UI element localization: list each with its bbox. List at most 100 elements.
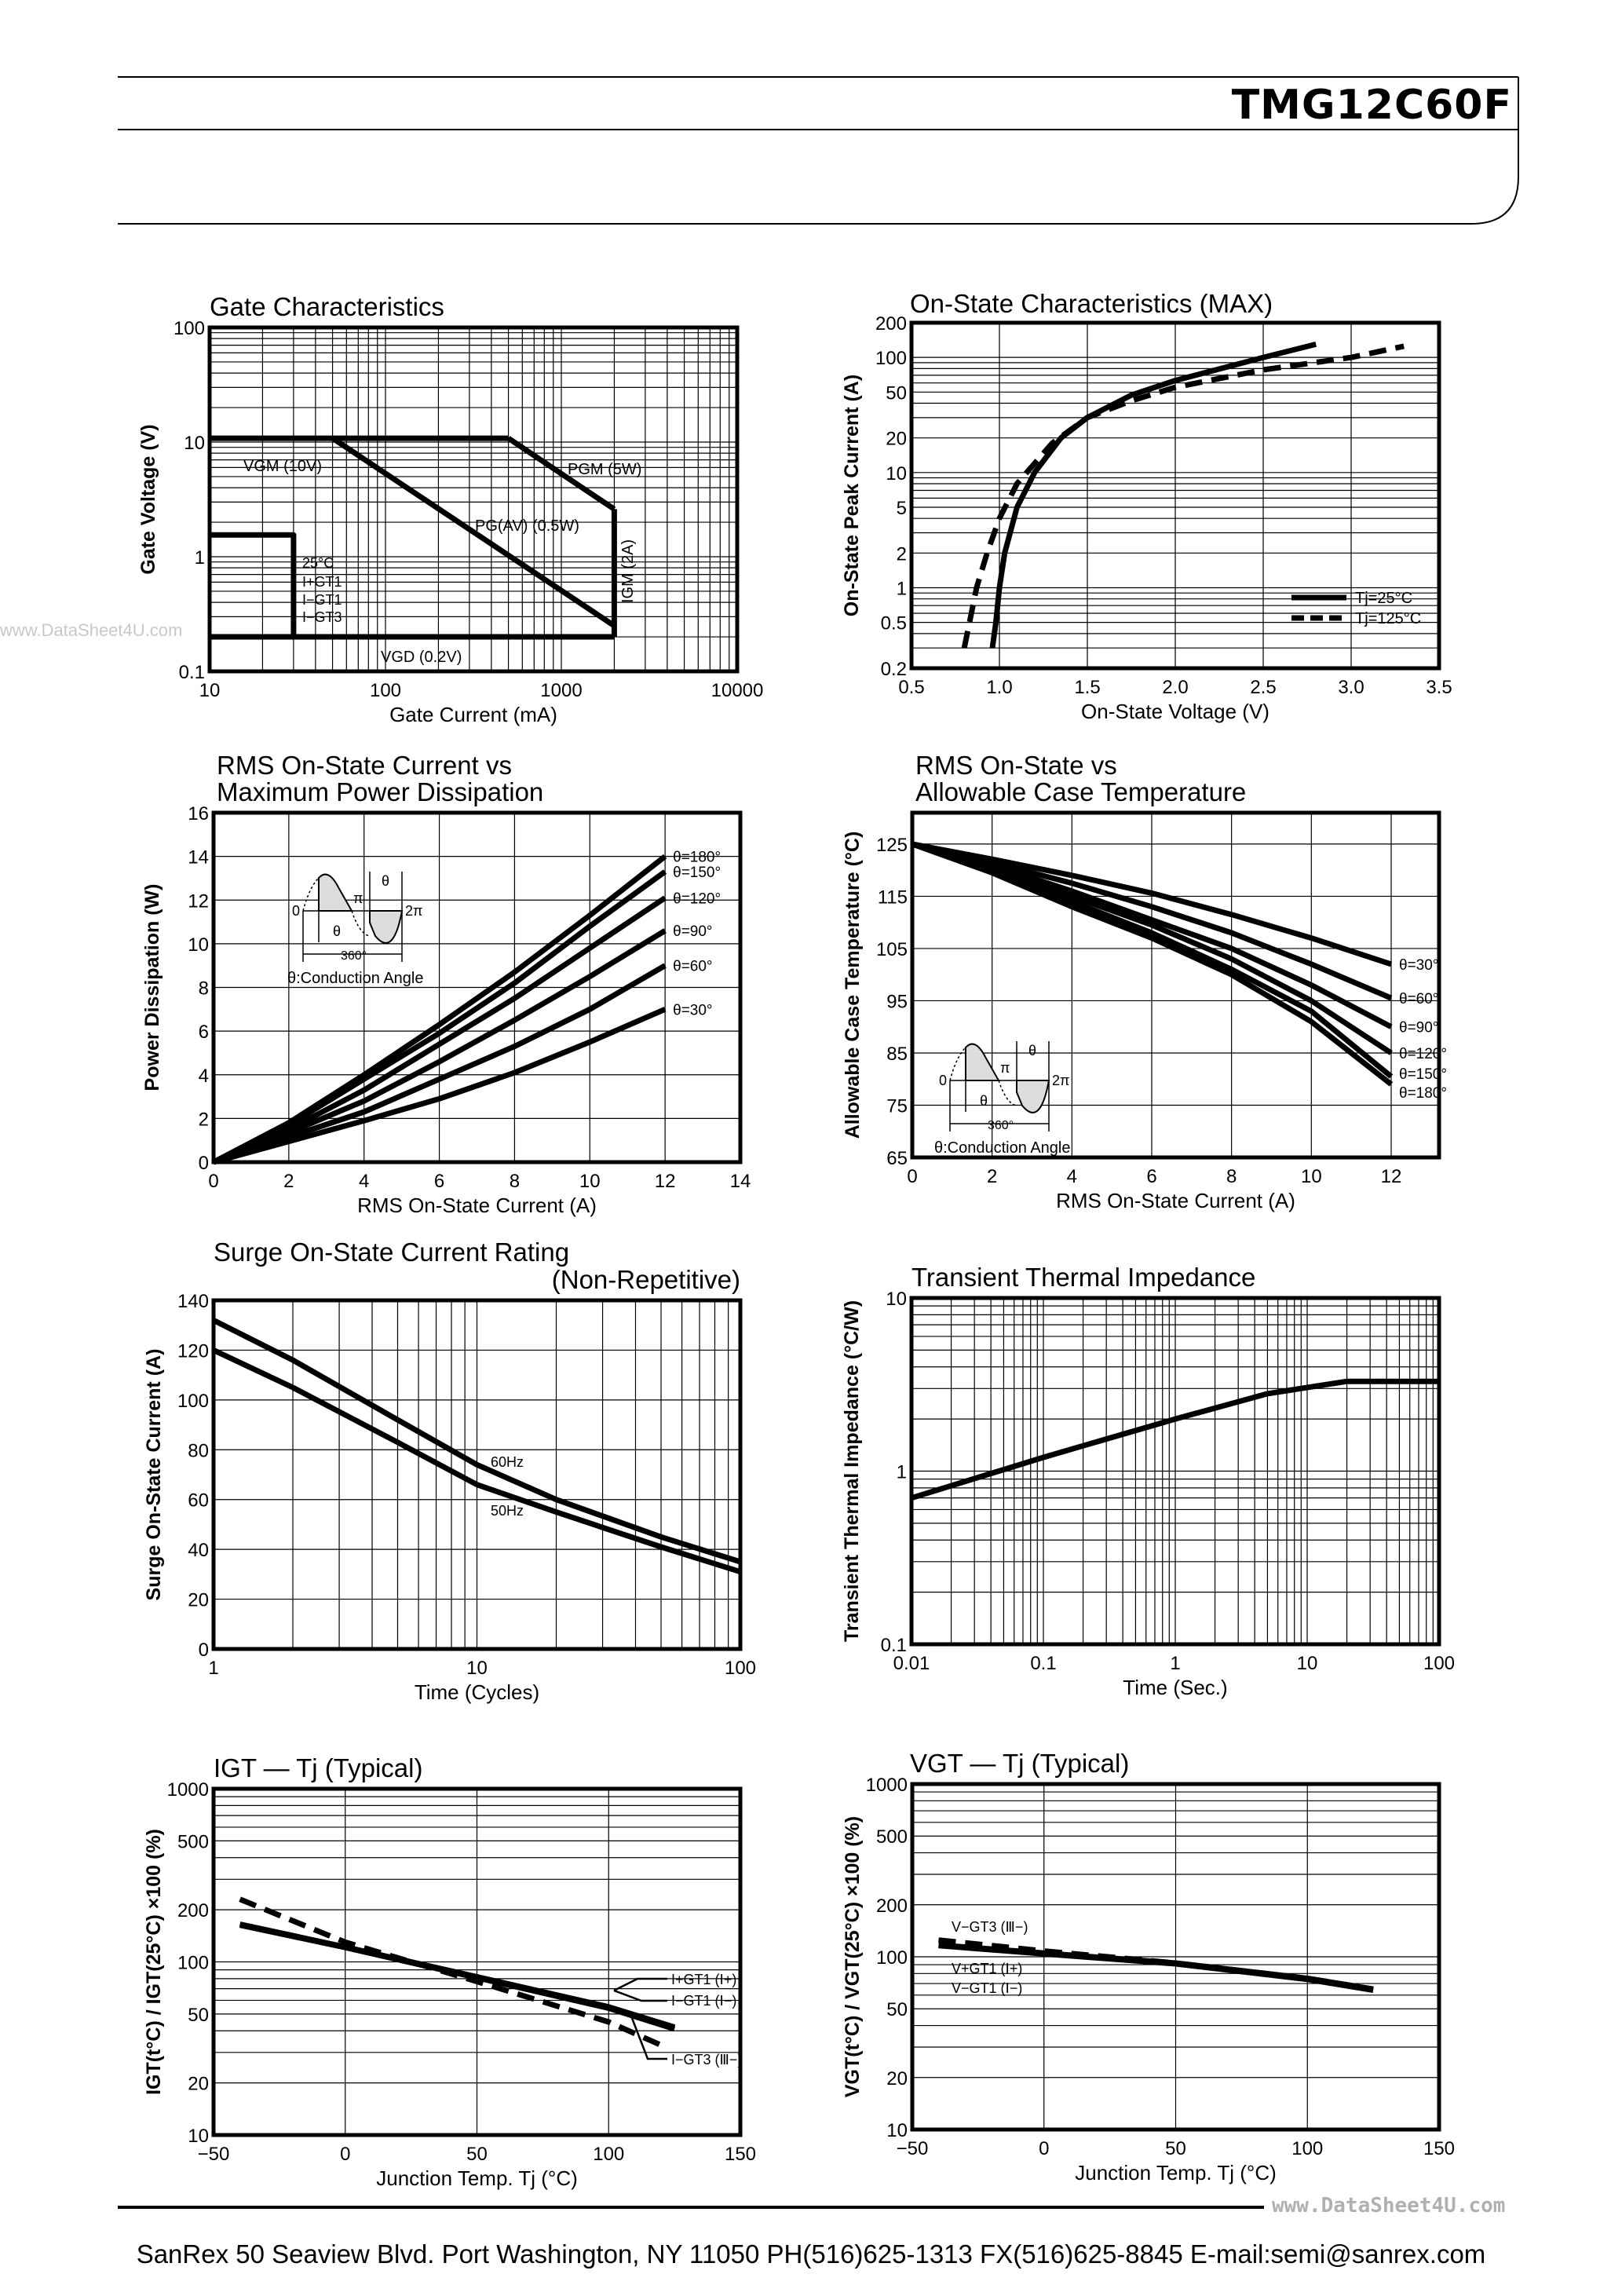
y-tick-label: 500 [876, 1826, 908, 1848]
x-tick-label: 1.0 [986, 677, 1012, 698]
x-tick-label: 100 [1291, 2138, 1323, 2159]
x-axis-label: On-State Voltage (V) [1081, 700, 1269, 723]
annotation: 25°C [302, 555, 334, 571]
series-line-0 [910, 1378, 1439, 1501]
x-axis-label: RMS On-State Current (A) [1056, 1189, 1295, 1212]
chart-title: Surge On-State Current Rating [214, 1238, 569, 1267]
y-axis-label: Allowable Case Temperature (°C) [842, 832, 864, 1139]
y-tick-label: 115 [878, 887, 908, 908]
y-tick-label: 100 [174, 318, 205, 339]
y-tick-label: 20 [188, 2074, 209, 2095]
x-tick-label: 1000 [540, 680, 582, 701]
series-label: PGM (5W) [568, 461, 641, 478]
inset-pi-label: π [353, 890, 363, 906]
chart-4: 0 2 4 6 8 10 12 65 75 85 95 105 115 125 RMS On-State v… [842, 751, 1447, 1212]
y-tick-label: 75 [886, 1095, 908, 1117]
inset-two-pi-label: 2π [405, 903, 422, 919]
y-tick-label: 10 [188, 934, 209, 956]
y-tick-label: 100 [876, 1947, 908, 1969]
y-tick-label: 1 [195, 547, 205, 569]
x-tick-label: 10 [466, 1658, 488, 1679]
chart-title: IGT — Tj (Typical) [214, 1753, 422, 1782]
series-label: V+GT1 (Ⅰ+) [952, 1961, 1022, 1976]
y-tick-label: 10 [184, 433, 205, 454]
y-tick-label: 40 [188, 1540, 209, 1561]
x-tick-label: 2 [283, 1171, 294, 1192]
x-axis-label: RMS On-State Current (A) [357, 1194, 597, 1217]
series-label: θ=90° [1399, 1020, 1438, 1036]
series-line-0 [911, 841, 1393, 967]
series-line-1 [961, 343, 1405, 649]
y-axis-label: VGT(t°C) / VGT(25°C) ×100 (%) [842, 1816, 864, 2097]
plot-frame [910, 810, 1441, 1160]
x-tick-label: 0 [340, 2144, 350, 2165]
plot-frame [909, 1296, 1441, 1647]
series-line-0 [212, 1318, 742, 1565]
x-tick-label: 10 [1297, 1653, 1318, 1674]
x-tick-label: 6 [1146, 1166, 1156, 1187]
y-tick-label: 16 [188, 803, 209, 824]
inset-theta-label: θ [382, 873, 389, 889]
x-tick-label: 0 [1039, 2138, 1049, 2159]
x-tick-label: 2.0 [1162, 677, 1188, 698]
annotation: I−GT3 [302, 609, 342, 625]
x-tick-label: 4 [1067, 1166, 1077, 1187]
series-line-5 [210, 532, 297, 637]
series-label: 60Hz [491, 1454, 524, 1470]
x-tick-label: 6 [434, 1171, 444, 1192]
y-tick-label: 125 [876, 835, 908, 856]
series-line-5 [911, 841, 1394, 1087]
grid [911, 1297, 1440, 1645]
y-tick-label: 10 [886, 2120, 908, 2141]
inset-pi-label: π [1000, 1060, 1010, 1076]
y-axis-label: On-State Peak Current (A) [841, 375, 863, 616]
y-tick-label: 105 [876, 939, 908, 960]
annotation: I−GT1 [302, 592, 342, 608]
inset-zero-label: 0 [939, 1073, 947, 1088]
series-label: VGM (10V) [243, 458, 322, 475]
x-tick-label: 3.0 [1338, 677, 1364, 698]
y-tick-label: 1 [897, 1462, 907, 1483]
x-tick-label: −50 [897, 2138, 929, 2159]
y-tick-label: 100 [177, 1391, 209, 1412]
series-label: θ=180° [1399, 1085, 1447, 1102]
leader-line [629, 2013, 667, 2060]
x-axis-label: Time (Cycles) [415, 1680, 539, 1704]
y-tick-label: 2 [897, 543, 907, 565]
x-tick-label: 2 [987, 1166, 997, 1187]
chart-title: RMS On-State Current vs [217, 751, 512, 780]
y-axis-label: Gate Voltage (V) [137, 424, 159, 574]
series-label: 50Hz [491, 1503, 524, 1519]
plot-frame [909, 320, 1441, 671]
y-tick-label: 0.5 [881, 613, 907, 634]
y-tick-label: 0 [199, 1153, 209, 1174]
legend-label: Tj=25°C [1355, 590, 1412, 607]
y-tick-label: 0.1 [179, 662, 205, 683]
series-label: I+GT1 (Ⅰ+) [671, 1972, 736, 1987]
y-tick-label: 120 [177, 1340, 209, 1362]
grid [213, 1788, 741, 2136]
y-axis-label: Surge On-State Current (A) [143, 1349, 165, 1601]
inset-negative-lobe [1016, 1080, 1050, 1113]
x-tick-label: 50 [466, 2144, 488, 2165]
y-tick-label: 80 [188, 1440, 209, 1461]
inset-dotted-wave [949, 1047, 1017, 1106]
y-tick-label: 50 [188, 2005, 209, 2026]
series-line-1 [506, 436, 616, 512]
y-tick-label: 100 [875, 348, 907, 369]
x-tick-label: 3.5 [1426, 677, 1452, 698]
plot-frame [211, 810, 743, 1164]
y-tick-label: 10 [188, 2126, 209, 2147]
grid [209, 327, 738, 672]
chart-3: 0 2 4 6 8 10 12 14 0 2 4 6 8 10 12 14 16 RMS On-State Cur… [141, 751, 751, 1217]
x-tick-label: 8 [1226, 1166, 1237, 1187]
part-number-title: TMG12C60F [1231, 82, 1512, 129]
x-tick-label: 1.5 [1074, 677, 1100, 698]
series-line-1 [239, 1922, 676, 2032]
y-tick-label: 200 [875, 313, 907, 335]
footer-contact: SanRex 50 Seaview Blvd. Port Washington,… [136, 2239, 1486, 2269]
x-tick-label: 0.01 [893, 1653, 930, 1674]
x-tick-label: 10 [579, 1171, 601, 1192]
inset-360-label: 360° [988, 1119, 1014, 1132]
